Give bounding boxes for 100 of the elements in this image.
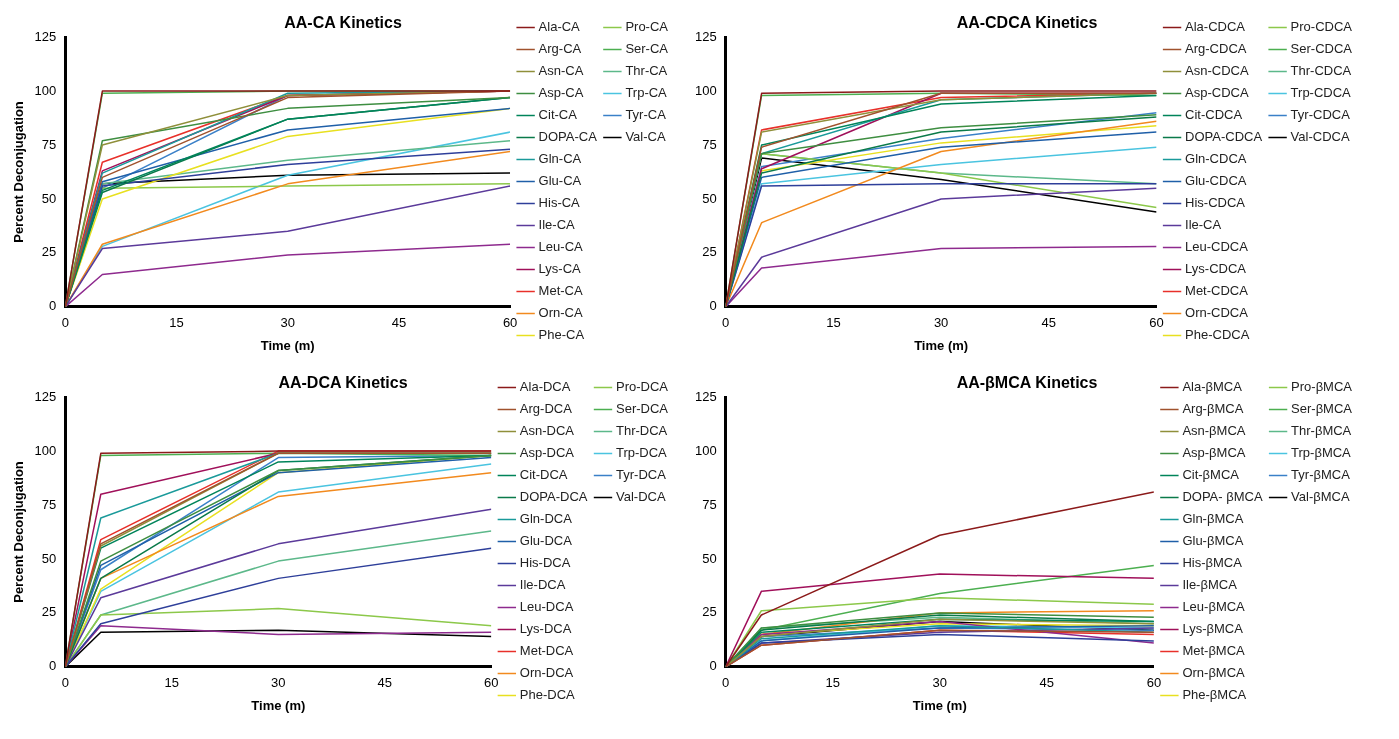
legend-label: Thr-DCA bbox=[615, 423, 668, 439]
legend-label: Asp-βMCA bbox=[1182, 445, 1246, 461]
legend-label: Pro-βMCA bbox=[1291, 379, 1353, 395]
legend-label: Phe-CDCA bbox=[1185, 327, 1250, 343]
legend-label: Val-DCA bbox=[615, 489, 666, 505]
legend-label: Met-CDCA bbox=[1185, 283, 1249, 299]
y-tick-label: 25 bbox=[702, 244, 717, 260]
legend-label: DOPA-CA bbox=[538, 129, 598, 145]
legend-label: Ile-CA bbox=[538, 217, 576, 233]
y-tick-label: 50 bbox=[41, 190, 57, 206]
x-tick-label: 60 bbox=[1149, 315, 1164, 331]
x-tick-label: 30 bbox=[271, 675, 286, 691]
legend-label: Glu-βMCA bbox=[1182, 533, 1244, 549]
x-tick-label: 30 bbox=[933, 315, 949, 331]
x-tick-label: 0 bbox=[722, 675, 730, 691]
y-tick-label: 0 bbox=[709, 658, 717, 674]
y-tick-label: 100 bbox=[694, 442, 717, 458]
x-tick-label: 30 bbox=[280, 315, 295, 331]
legend-label: Ser-DCA bbox=[615, 401, 669, 417]
legend-label: Tyr-CA bbox=[625, 107, 667, 123]
legend-label: Asn-CDCA bbox=[1185, 63, 1249, 79]
legend-label: Orn-βMCA bbox=[1182, 665, 1246, 681]
legend-label: Phe-βMCA bbox=[1182, 687, 1247, 703]
x-tick-label: 60 bbox=[502, 315, 518, 331]
legend-label: Pro-CDCA bbox=[1290, 19, 1353, 35]
legend-label: Asn-DCA bbox=[519, 423, 575, 439]
legend-label: Asn-βMCA bbox=[1182, 423, 1246, 439]
legend-label: Ala-βMCA bbox=[1182, 379, 1243, 395]
legend-label: Thr-βMCA bbox=[1291, 423, 1352, 439]
legend-label: His-DCA bbox=[519, 555, 571, 571]
x-tick-label: 45 bbox=[1039, 675, 1055, 691]
x-tick-label: 60 bbox=[484, 675, 499, 691]
legend-label: Gln-DCA bbox=[519, 511, 573, 527]
legend-label: Leu-DCA bbox=[519, 599, 574, 615]
legend-label: Tyr-CDCA bbox=[1290, 107, 1351, 123]
legend-label: Orn-CDCA bbox=[1185, 305, 1249, 321]
legend-label: His-βMCA bbox=[1182, 555, 1243, 571]
legend-label: Met-CA bbox=[538, 283, 583, 299]
y-tick-label: 125 bbox=[34, 388, 57, 404]
legend-label: Ser-βMCA bbox=[1291, 401, 1353, 417]
legend-label: Tyr-βMCA bbox=[1291, 467, 1351, 483]
legend-label: Leu-CDCA bbox=[1185, 239, 1249, 255]
legend-label: Phe-CA bbox=[538, 327, 585, 343]
legend-label: Arg-βMCA bbox=[1182, 401, 1244, 417]
y-axis-title: Percent Deconjugation bbox=[11, 461, 27, 603]
legend-label: His-CA bbox=[538, 195, 581, 211]
y-tick-label: 100 bbox=[34, 442, 57, 458]
legend-label: Pro-CA bbox=[625, 19, 669, 35]
legend-label: Asp-DCA bbox=[519, 445, 575, 461]
y-tick-label: 75 bbox=[41, 136, 57, 152]
legend-label: Thr-CDCA bbox=[1290, 63, 1352, 79]
chart-title: AA-CDCA Kinetics bbox=[956, 14, 1098, 32]
legend-label: Cit-CDCA bbox=[1185, 107, 1243, 123]
y-axis-title: Percent Deconjugation bbox=[11, 101, 27, 243]
x-tick-label: 15 bbox=[169, 315, 184, 331]
y-tick-label: 0 bbox=[49, 298, 57, 314]
y-tick-label: 75 bbox=[702, 136, 717, 152]
x-tick-label: 15 bbox=[825, 675, 840, 691]
y-tick-label: 125 bbox=[34, 28, 57, 44]
legend-label: Ala-CA bbox=[538, 19, 581, 35]
legend-label: Trp-CA bbox=[625, 85, 668, 101]
legend-label: Lys-CA bbox=[538, 261, 582, 277]
legend-label: Gln-CDCA bbox=[1185, 151, 1247, 167]
x-axis-title: Time (m) bbox=[260, 337, 315, 353]
legend-label: Trp-βMCA bbox=[1291, 445, 1352, 461]
legend-label: Glu-CDCA bbox=[1185, 173, 1247, 189]
legend-label: Lys-DCA bbox=[519, 621, 572, 637]
y-tick-label: 75 bbox=[41, 496, 57, 512]
legend-label: Lys-CDCA bbox=[1185, 261, 1247, 277]
legend-label: Orn-CA bbox=[538, 305, 583, 321]
chart-title: AA-DCA Kinetics bbox=[278, 374, 408, 392]
legend-label: Val-CDCA bbox=[1290, 129, 1350, 145]
x-tick-label: 0 bbox=[61, 315, 69, 331]
legend-label: Asp-CA bbox=[538, 85, 584, 101]
legend-label: Leu-βMCA bbox=[1182, 599, 1246, 615]
legend-label: Trp-DCA bbox=[615, 445, 668, 461]
legend-label: Ile-CA bbox=[1185, 217, 1222, 233]
legend-label: Met-βMCA bbox=[1182, 643, 1246, 659]
x-tick-label: 45 bbox=[391, 315, 407, 331]
legend-label: Cit-CA bbox=[538, 107, 578, 123]
legend-label: Arg-CA bbox=[538, 41, 582, 57]
legend-label: Gln-CA bbox=[538, 151, 582, 167]
legend-label: Arg-DCA bbox=[519, 401, 573, 417]
legend-label: Glu-DCA bbox=[519, 533, 573, 549]
x-tick-label: 0 bbox=[61, 675, 69, 691]
legend-label: Val-CA bbox=[625, 129, 666, 145]
y-tick-label: 25 bbox=[41, 244, 57, 260]
legend-label: Phe-DCA bbox=[519, 687, 576, 703]
y-tick-label: 50 bbox=[702, 550, 717, 566]
chart-title: AA-βMCA Kinetics bbox=[956, 374, 1098, 392]
x-tick-label: 15 bbox=[826, 315, 841, 331]
x-axis-title: Time (m) bbox=[914, 337, 969, 353]
y-tick-label: 100 bbox=[694, 82, 717, 98]
legend-label: DOPA- βMCA bbox=[1182, 489, 1263, 505]
legend-label: His-CDCA bbox=[1185, 195, 1246, 211]
legend-label: Ile-DCA bbox=[519, 577, 566, 593]
legend-label: Thr-CA bbox=[625, 63, 668, 79]
legend-label: DOPA-DCA bbox=[519, 489, 588, 505]
x-tick-label: 45 bbox=[377, 675, 393, 691]
legend-label: Met-DCA bbox=[519, 643, 574, 659]
